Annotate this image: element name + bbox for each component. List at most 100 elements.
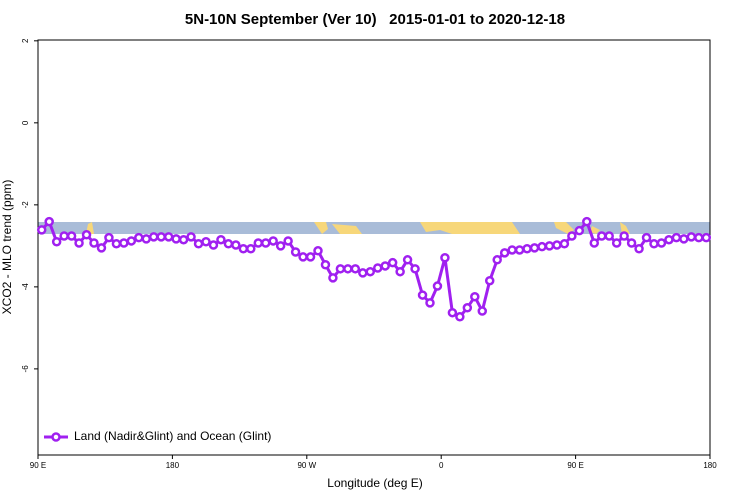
data-point: [365, 266, 376, 277]
x-axis-label: Longitude (deg E): [327, 476, 422, 490]
data-point: [260, 238, 271, 248]
data-point: [283, 236, 293, 246]
data-point: [148, 232, 159, 242]
data-point: [126, 236, 137, 246]
data-point: [395, 266, 405, 277]
x-tick-label: 90 W: [297, 461, 316, 470]
data-point: [589, 238, 600, 248]
y-tick-label: 0: [21, 120, 30, 125]
data-point: [141, 234, 152, 244]
y-tick-label: -4: [21, 283, 30, 291]
data-point: [641, 232, 652, 243]
data-point: [477, 306, 488, 316]
data-point: [671, 232, 682, 243]
data-point: [484, 275, 495, 286]
data-point: [208, 240, 219, 250]
data-point: [81, 230, 92, 240]
data-point: [544, 241, 555, 251]
data-point: [619, 231, 629, 241]
data-point: [522, 243, 532, 254]
data-point: [343, 264, 353, 274]
data-point: [231, 240, 241, 250]
data-point: [574, 225, 585, 236]
data-point: [634, 243, 644, 254]
data-point: [350, 264, 361, 274]
data-point: [44, 216, 54, 227]
x-tick-label: 90 E: [30, 461, 46, 470]
data-point: [499, 248, 510, 258]
data-point: [596, 231, 607, 241]
data-point: [387, 257, 398, 268]
data-point: [358, 268, 368, 278]
data-point: [529, 243, 540, 253]
data-point: [193, 239, 204, 249]
data-point: [171, 234, 181, 244]
data-point: [611, 238, 622, 248]
data-point: [89, 238, 99, 248]
y-tick-label: 2: [21, 38, 30, 43]
data-point: [111, 239, 122, 249]
data-point: [417, 290, 428, 300]
data-point: [380, 261, 390, 271]
data-point: [604, 231, 614, 241]
data-point: [425, 298, 435, 308]
data-point: [656, 238, 667, 248]
data-point: [372, 263, 383, 273]
data-point: [679, 234, 689, 244]
data-point: [462, 303, 473, 313]
x-tick-label: 0: [439, 461, 444, 470]
data-point: [51, 237, 62, 247]
data-point: [537, 241, 547, 252]
data-point: [74, 238, 84, 248]
data-point: [275, 241, 286, 251]
data-point: [567, 231, 577, 241]
data-point: [649, 239, 659, 249]
data-point: [59, 231, 69, 241]
data-point: [253, 238, 264, 248]
data-point: [552, 240, 562, 250]
data-point: [664, 234, 674, 245]
data-point: [156, 232, 166, 242]
data-point: [134, 232, 144, 243]
data-point: [186, 232, 196, 242]
data-point: [290, 247, 301, 257]
data-point: [246, 243, 256, 254]
data-point: [410, 264, 420, 274]
data-point: [178, 234, 189, 245]
legend-marker: [51, 432, 61, 442]
data-point: [96, 243, 107, 253]
data-point: [305, 252, 316, 262]
chart-title: 5N-10N September (Ver 10) 2015-01-01 to …: [185, 11, 565, 28]
data-point: [66, 231, 77, 241]
data-point: [36, 225, 47, 235]
y-axis-label: XCO2 - MLO trend (ppm): [0, 180, 14, 315]
y-tick-label: -2: [21, 201, 30, 209]
data-point: [335, 264, 346, 274]
data-point: [328, 273, 338, 283]
data-point: [223, 239, 234, 249]
plot-frame: [37, 39, 711, 456]
data-point: [402, 255, 413, 265]
data-point: [559, 239, 570, 249]
data-point: [201, 237, 211, 247]
data-point: [455, 312, 465, 322]
data-point: [492, 255, 502, 265]
land-ocean-strip: [38, 222, 710, 234]
data-point: [507, 245, 517, 255]
x-tick-label: 90 E: [567, 461, 583, 470]
data-point: [470, 291, 480, 302]
data-point: [686, 232, 697, 242]
data-point: [298, 252, 308, 262]
x-tick-label: 180: [703, 461, 717, 470]
data-point: [216, 234, 226, 245]
data-point: [268, 236, 278, 246]
data-point: [626, 238, 637, 248]
data-point: [440, 253, 450, 263]
data-point: [320, 259, 331, 270]
data-point: [701, 232, 712, 243]
data-point: [582, 216, 592, 227]
legend-label: Land (Nadir&Glint) and Ocean (Glint): [74, 429, 271, 443]
data-point: [447, 307, 458, 318]
data-point: [514, 245, 525, 255]
